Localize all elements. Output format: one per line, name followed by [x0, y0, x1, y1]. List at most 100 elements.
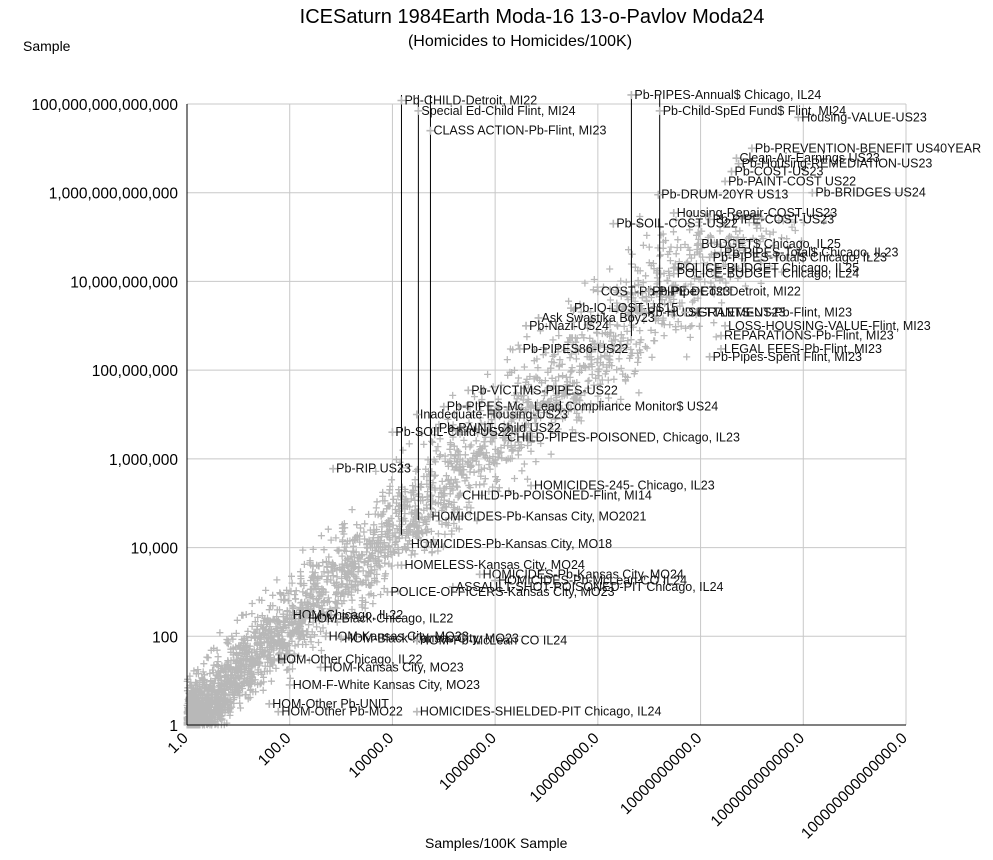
data-point — [321, 632, 330, 641]
data-point — [316, 663, 325, 672]
x-axis-label: Samples/100K Sample — [425, 835, 568, 851]
data-point — [732, 154, 741, 163]
point-label: Pb-BRIDGES US24 — [815, 186, 926, 200]
point-label: LEGAL FEES-Pb-Flint, MI23 — [724, 342, 882, 356]
data-point — [500, 433, 509, 442]
point-label: HOM-F-White Kansas City, MO23 — [293, 678, 480, 692]
point-label: Pb-COST-US23 — [734, 165, 823, 179]
y-tick-label: 1,000,000,000,000 — [49, 186, 179, 203]
point-label: Pb-SOIL-Child-US22 — [395, 425, 511, 439]
data-point — [403, 540, 412, 549]
point-label: HOM-Other Pb-MO22 — [281, 705, 403, 719]
data-point — [534, 313, 543, 322]
point-label: HOMICIDES-Pb-Kansas City, MO18 — [411, 537, 612, 551]
point-label: COST-Pb-PIPE-DET23 — [601, 284, 730, 298]
point-label: HOM-Pb-McLean CO IL24 — [420, 634, 567, 648]
data-point — [426, 126, 435, 135]
data-point — [645, 287, 654, 296]
data-point — [681, 308, 690, 317]
point-label: Pb-PIPES-Annual$ Chicago, IL24 — [634, 88, 821, 102]
y-tick-label: 10,000 — [131, 541, 179, 558]
x-tick-label: 100000000.0 — [527, 730, 603, 806]
point-label: SETTLEMENT-Pb-Flint, MI23 — [688, 305, 852, 319]
x-tick-label: 10000.0 — [346, 730, 398, 782]
data-point — [705, 352, 714, 361]
data-point — [527, 402, 536, 411]
data-point — [567, 304, 576, 313]
point-label: Pb-Housing-REMEDIATION-US23 — [742, 157, 933, 171]
point-label: Clean-Air-Earnings US23 — [739, 151, 879, 165]
point-label: Pb-Child-SpEd Fund$ Flint, MI24 — [663, 104, 846, 118]
point-label: HOM-Black-Kansas City, MO23 — [344, 631, 519, 645]
data-point — [448, 582, 457, 591]
point-label: LOSS-HOUSING-VALUE-Flint, MI23 — [728, 319, 931, 333]
point-label: HOM-Other Pb-UNIT — [272, 697, 389, 711]
data-point — [491, 576, 500, 585]
data-point — [388, 428, 397, 437]
data-point — [694, 239, 703, 248]
point-label: Pb-PIPE-COST-US23 — [713, 212, 835, 226]
data-point — [383, 587, 392, 596]
point-label: HOMELESS-Kansas City, MO24 — [404, 558, 584, 572]
data-point — [397, 561, 406, 570]
data-point — [747, 144, 756, 153]
data-point — [301, 614, 310, 623]
data-point — [455, 491, 464, 500]
data-point — [727, 167, 736, 176]
point-label: HOM-Other Chicago, IL22 — [277, 652, 422, 666]
point-label: HOMICIDES-Pb-Kansas City, MO2021 — [431, 510, 646, 524]
point-label: Pb-PIPES-Total$ Chicago, IL23 — [724, 245, 898, 259]
point-label: Pb-PIPES-Total$ Chicago, IL23 — [713, 250, 887, 264]
point-label: CHILD-PIPES-POISONED, Chicago, IL23 — [507, 431, 740, 445]
y-tick-label: 1 — [169, 718, 178, 735]
data-point — [705, 253, 714, 262]
data-point — [721, 177, 730, 186]
data-point — [640, 308, 649, 317]
y-axis-label: Sample — [23, 38, 71, 54]
point-label: Pb-PIPES86-US22 — [523, 342, 629, 356]
data-point — [439, 402, 448, 411]
point-label: Pb-PAINT-COST US22 — [728, 174, 856, 188]
data-point — [285, 680, 294, 689]
data-point — [669, 269, 678, 278]
data-point — [721, 321, 730, 330]
data-point — [734, 159, 743, 168]
point-label: Pb-VICTIMS-PIPES-US22 — [471, 383, 618, 397]
point-label: Pb-Nazi-US24 — [529, 319, 609, 333]
data-point — [424, 512, 433, 521]
point-label: HOMICIDES-245- Chicago, IL23 — [534, 479, 715, 493]
point-label: BUDGET$ Chicago, IL25 — [701, 237, 841, 251]
data-point — [655, 106, 664, 115]
data-point — [412, 636, 421, 645]
point-label: Pb-RIP US23 — [336, 462, 411, 476]
point-label: Pb-PIPES-Mc — [447, 400, 524, 414]
point-label: Pb-PAINT-Child US22 — [439, 421, 561, 435]
y-tick-label: 100 — [152, 629, 178, 646]
data-point — [285, 611, 294, 620]
point-label: HOMICIDES-Pb-Kansas City, MO24 — [483, 567, 684, 581]
point-label: Lead Compliance Monitor$ US24 — [534, 400, 718, 414]
point-label: Pb-Pipes-Spent Flint, MI23 — [713, 350, 862, 364]
chart-subtitle: (Homicides to Homicides/100K) — [407, 33, 633, 50]
data-point — [412, 707, 421, 716]
y-tick-label: 100,000,000,000,000 — [31, 97, 178, 114]
data-point — [337, 634, 346, 643]
data-point — [717, 331, 726, 340]
x-tick-label: 1000000000000.0 — [708, 730, 809, 831]
data-point — [794, 113, 803, 122]
point-label: Special Ed-Child Flint, MI24 — [421, 104, 575, 118]
point-label: Pb-DRUM-20YR US13 — [661, 188, 788, 202]
data-point — [329, 464, 338, 473]
point-label: Housing-Repair-COST-US23 — [677, 206, 838, 220]
point-label: Pb-SOIL-COST-US22 — [616, 217, 738, 231]
y-tick-label: 10,000,000,000 — [70, 274, 178, 291]
data-point — [431, 423, 440, 432]
point-label: CLASS ACTION-Pb-Flint, MI23 — [433, 124, 606, 138]
y-tick-label: 1,000,000 — [109, 452, 178, 469]
point-label: HOMICIDES-SHIELDED-PIT Chicago, IL24 — [420, 705, 662, 719]
data-point — [593, 287, 602, 296]
point-label: Inadequate-Housing-US23 — [420, 408, 568, 422]
y-tick-label: 100,000,000 — [92, 363, 179, 380]
